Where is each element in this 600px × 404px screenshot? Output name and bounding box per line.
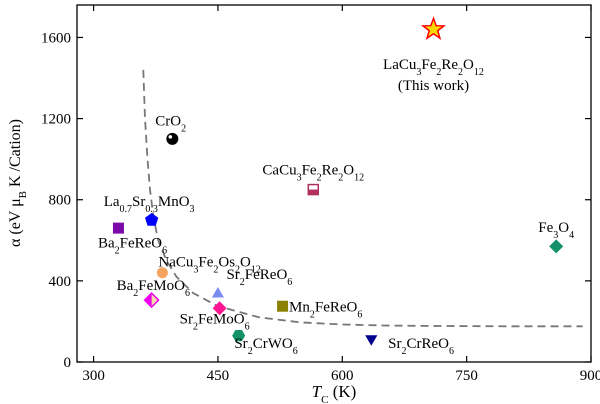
point-cro2 [166, 132, 179, 145]
y-tick-label-1600: 1600 [41, 30, 71, 46]
label-la0-7sr0-3mno3: La0.7Sr0.3MnO3 [104, 194, 195, 215]
y-tick-label-800: 800 [49, 193, 72, 209]
label-ba2femoo6: Ba2FeMoO6 [117, 278, 190, 299]
label-cro2: CrO2 [155, 114, 186, 135]
point-fe3o4 [549, 239, 564, 254]
point-ba2femoo6 [143, 292, 160, 309]
guide-line [142, 69, 583, 328]
label-cacu3fe2re2o12: CaCu3Fe2Re2O12 [262, 162, 364, 183]
y-tick-label-1200: 1200 [41, 112, 71, 128]
x-tick-label-300: 300 [82, 368, 105, 384]
label-sr2crreo6: Sr2CrReO6 [388, 336, 454, 357]
point-sr2femoo6 [212, 301, 227, 316]
point-mn2fereo6 [277, 300, 289, 312]
x-axis-label: TC (K) [312, 382, 357, 404]
x-tick-label-600: 600 [331, 368, 354, 384]
y-tick-label-400: 400 [49, 274, 72, 290]
point-la0-7sr0-3mno3 [145, 213, 159, 226]
label-mn2fereo6: Mn2FeReO6 [289, 299, 362, 320]
guide-layer [142, 69, 583, 328]
label-ba2fereo6: Ba2FeReO6 [98, 235, 167, 256]
point-sr2fereo6 [211, 287, 224, 298]
label-sr2fereo6: Sr2FeReO6 [226, 267, 292, 288]
label-fe3o4: Fe3O4 [538, 220, 574, 241]
y-axis-label: α (eV μB K /Cation) [7, 119, 29, 247]
plot-frame [76, 4, 592, 363]
x-tick-label-900: 900 [580, 368, 600, 384]
point-ba2fereo6 [112, 222, 124, 234]
x-tick-label-750: 750 [455, 368, 478, 384]
label-sr2crwo6: Sr2CrWO6 [234, 336, 297, 357]
point-layer [112, 16, 564, 346]
label-nacu3fe2os2o12: NaCu3Fe2Os2O12 [158, 255, 261, 276]
point-sr2crreo6 [365, 335, 378, 346]
label-layer: LaCu3Fe2Re2O12(This work) CrO2 CaCu3Fe2Re2… [98, 57, 574, 357]
label-lacu3fe2re2o12: LaCu3Fe2Re2O12 [383, 57, 484, 78]
tick-layer: 300 450 600 750 900 0 400 800 1200 1600 [41, 5, 600, 384]
point-cacu3fe2re2o12 [307, 183, 320, 196]
point-nacu3fe2os2o12 [156, 267, 168, 279]
label-sr2femoo6: Sr2FeMoO6 [180, 311, 250, 332]
x-tick-label-450: 450 [207, 368, 230, 384]
point-lacu3fe2re2o12 [420, 16, 446, 40]
point-sr2crwo6 [232, 330, 246, 342]
label-lacu3fe2re2o12-note: (This work) [398, 78, 469, 94]
y-tick-label-0: 0 [64, 355, 72, 371]
